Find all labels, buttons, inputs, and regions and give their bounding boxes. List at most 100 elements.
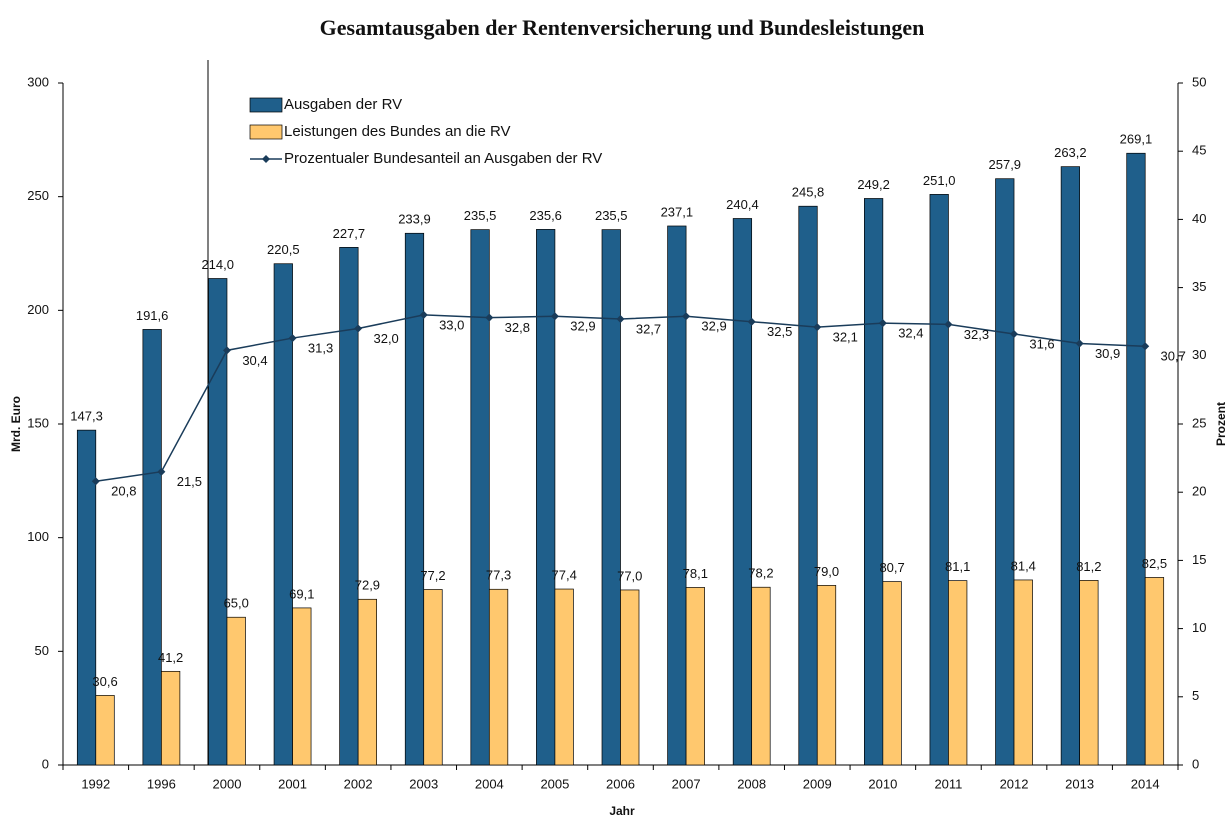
legend-label: Leistungen des Bundes an die RV <box>284 123 511 140</box>
x-tick-label: 2002 <box>344 776 373 791</box>
value-label: 81,1 <box>945 559 970 574</box>
point <box>222 346 231 355</box>
x-tick-label: 2004 <box>475 776 504 791</box>
value-label: 32,8 <box>505 320 530 335</box>
value-label: 31,6 <box>1029 336 1054 351</box>
y-tick-label: 0 <box>42 756 49 771</box>
x-tick-label: 1996 <box>147 776 176 791</box>
value-label: 263,2 <box>1054 145 1087 160</box>
value-label: 249,2 <box>857 177 890 192</box>
y-tick-label: 200 <box>27 302 49 317</box>
bar <box>882 581 902 766</box>
bar <box>929 194 949 766</box>
value-label: 257,9 <box>989 157 1022 172</box>
bar <box>423 589 443 766</box>
point <box>1010 329 1019 338</box>
point <box>157 467 166 476</box>
value-label: 82,5 <box>1142 556 1167 571</box>
x-tick-label: 2013 <box>1065 776 1094 791</box>
bar <box>161 670 181 766</box>
value-label: 245,8 <box>792 185 825 200</box>
value-label: 41,2 <box>158 650 183 665</box>
bar <box>864 198 884 766</box>
point <box>1075 339 1084 348</box>
point <box>616 314 625 323</box>
bar <box>1126 152 1146 766</box>
bar <box>273 263 293 766</box>
value-label: 32,1 <box>833 330 858 345</box>
bar <box>292 607 312 766</box>
point <box>944 320 953 329</box>
legend-swatch <box>249 124 283 140</box>
x-tick-label: 2000 <box>213 776 242 791</box>
legend-label: Ausgaben der RV <box>284 96 402 113</box>
value-label: 233,9 <box>398 212 431 227</box>
bar <box>554 588 574 766</box>
y2-tick-label: 45 <box>1192 143 1206 158</box>
bar <box>470 229 490 766</box>
y2-tick-label: 10 <box>1192 620 1206 635</box>
x-tick-label: 2005 <box>540 776 569 791</box>
value-label: 269,1 <box>1120 132 1153 147</box>
x-tick-label: 2008 <box>737 776 766 791</box>
y-tick-label: 250 <box>27 188 49 203</box>
y-tick-label: 100 <box>27 529 49 544</box>
value-label: 220,5 <box>267 242 300 257</box>
value-label: 32,0 <box>373 331 398 346</box>
value-label: 32,3 <box>964 327 989 342</box>
value-label: 81,4 <box>1011 558 1036 573</box>
value-label: 191,6 <box>136 308 169 323</box>
point <box>288 334 297 343</box>
value-label: 32,7 <box>636 321 661 336</box>
legend-marker <box>262 155 270 163</box>
y-tick-label: 300 <box>27 74 49 89</box>
value-label: 77,4 <box>552 567 577 582</box>
point <box>813 323 822 332</box>
point <box>550 312 559 321</box>
bar <box>142 329 162 766</box>
point <box>485 313 494 322</box>
bar <box>816 585 837 766</box>
y2-tick-label: 30 <box>1192 347 1206 362</box>
value-label: 30,9 <box>1095 346 1120 361</box>
y2-tick-label: 15 <box>1192 552 1206 567</box>
value-label: 77,2 <box>420 568 445 583</box>
y2-tick-label: 25 <box>1192 415 1206 430</box>
bar <box>1013 579 1033 766</box>
value-label: 77,3 <box>486 568 511 583</box>
value-label: 214,0 <box>201 257 234 272</box>
x-tick-label: 1992 <box>81 776 110 791</box>
bar <box>76 429 97 766</box>
point <box>91 477 100 486</box>
legend-swatch <box>249 97 283 113</box>
value-label: 69,1 <box>289 586 314 601</box>
y2-tick-label: 40 <box>1192 211 1206 226</box>
point <box>419 310 428 319</box>
y-axis-title: Mrd. Euro <box>9 396 23 452</box>
value-label: 32,9 <box>570 319 595 334</box>
value-label: 240,4 <box>726 197 759 212</box>
bar <box>339 247 359 766</box>
value-label: 65,0 <box>224 596 249 611</box>
value-label: 251,0 <box>923 173 956 188</box>
bar <box>357 598 377 766</box>
point <box>878 319 887 328</box>
bar <box>798 205 818 766</box>
point <box>1141 342 1150 351</box>
y2-tick-label: 50 <box>1192 74 1206 89</box>
value-label: 32,9 <box>701 319 726 334</box>
x-tick-label: 2003 <box>409 776 438 791</box>
point <box>682 312 691 321</box>
bar <box>404 232 425 766</box>
chart-title: Gesamtausgaben der Rentenversicherung un… <box>320 15 925 40</box>
value-label: 30,6 <box>92 674 117 689</box>
x-tick-label: 2006 <box>606 776 635 791</box>
x-tick-label: 2010 <box>868 776 897 791</box>
y2-tick-label: 20 <box>1192 484 1206 499</box>
value-label: 32,5 <box>767 324 792 339</box>
bar <box>948 580 968 766</box>
x-tick-label: 2007 <box>672 776 701 791</box>
y2-axis-title: Prozent <box>1214 402 1228 446</box>
bar <box>536 229 556 766</box>
